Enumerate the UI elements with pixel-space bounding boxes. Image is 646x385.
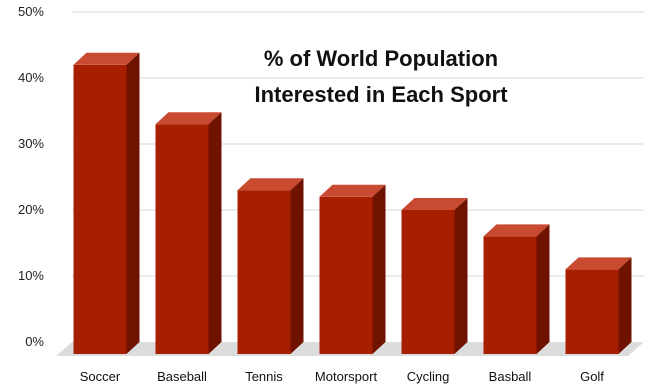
y-tick-label: 10% [18,268,44,283]
x-tick-label: Cycling [407,369,450,384]
bar-front [565,269,619,354]
x-tick-label: Motorsport [315,369,378,384]
bar-front [73,64,127,355]
bar-side [536,224,550,354]
bar-top [401,198,468,210]
x-tick-label: Baseball [157,369,207,384]
chart-title-line-1: % of World Population [264,46,498,71]
bar-motorsport [319,184,386,354]
bar-side [372,184,386,354]
bar-side [126,52,140,355]
bar-front [401,210,455,354]
y-tick-label: 40% [18,70,44,85]
x-tick-label: Tennis [245,369,283,384]
bar-top [155,112,222,125]
bar-front [319,196,373,354]
bar-front [155,124,209,354]
bar-soccer [73,52,140,355]
chart-title-line-2: Interested in Each Sport [254,82,508,107]
bar-side [290,178,304,354]
bar-side [454,198,468,354]
bar-baseball [155,112,222,354]
x-axis: Soccer Baseball Tennis Motorsport Cycling Bas… [80,369,605,384]
x-tick-label: Golf [580,369,604,384]
bar-tennis [237,178,304,354]
bar-basball [483,224,550,354]
bar-side [618,257,632,354]
bar-top [237,178,304,191]
bar-top [73,52,140,65]
bar-cycling [401,198,468,354]
bar-top [483,224,550,237]
y-axis: 0% 10% 20% 30% 40% 50% [18,4,44,349]
bars [73,52,632,355]
y-tick-label: 20% [18,202,44,217]
bar-top [319,184,386,197]
bar-top [565,257,632,270]
x-tick-label: Soccer [80,369,121,384]
bar-side [208,112,222,354]
bar-front [237,190,291,354]
bar-front [483,236,537,354]
y-tick-label: 0% [25,334,44,349]
x-tick-label: Basball [489,369,532,384]
y-tick-label: 50% [18,4,44,19]
y-tick-label: 30% [18,136,44,151]
bar-golf [565,257,632,354]
